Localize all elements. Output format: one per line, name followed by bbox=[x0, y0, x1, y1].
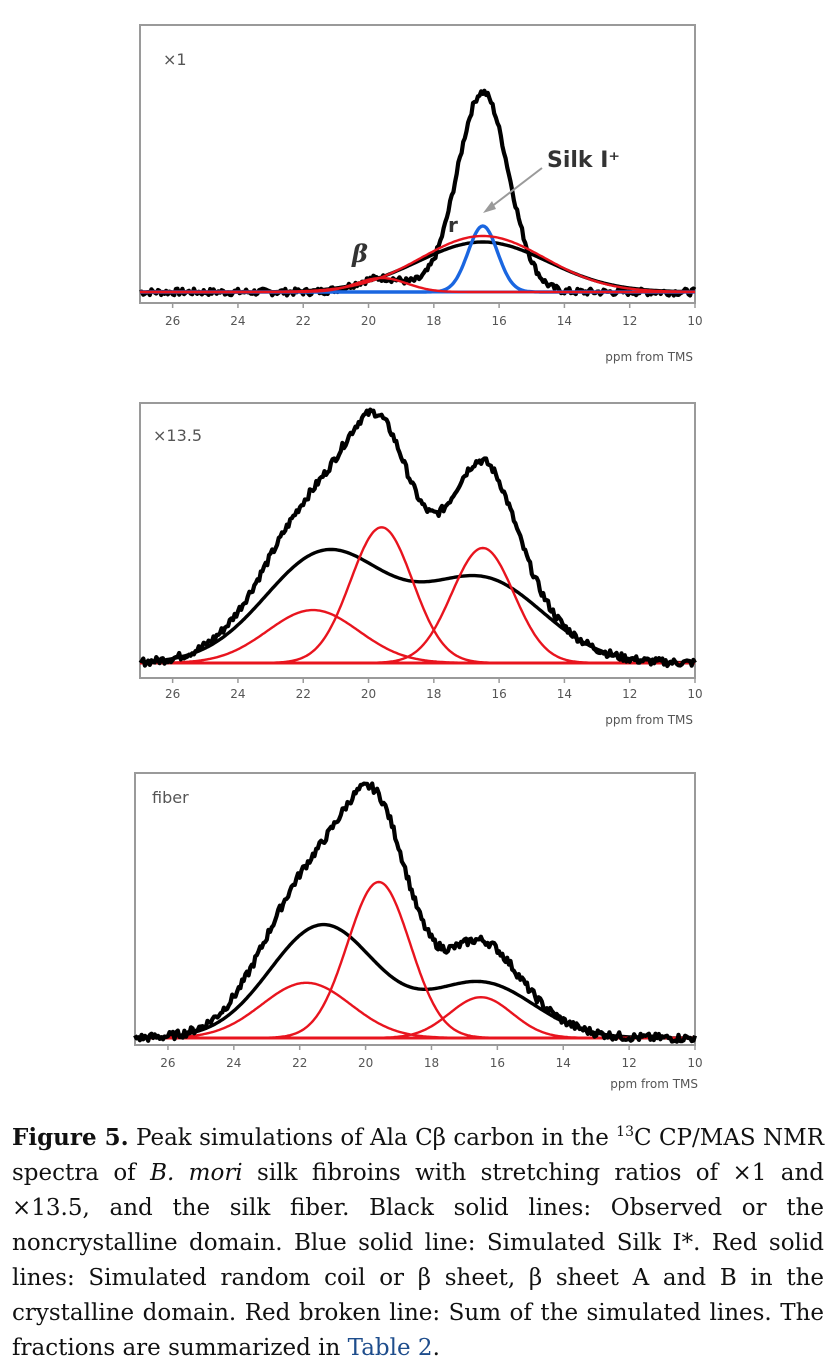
x-tick-label: 26 bbox=[165, 314, 180, 328]
caption-text: . bbox=[432, 1335, 440, 1361]
series-line-noncrystalline bbox=[134, 922, 696, 1040]
annotation-silk-i: Silk Ⅰ⁺ bbox=[547, 148, 620, 173]
panel-label: fiber bbox=[152, 788, 189, 807]
x-tick-label: 24 bbox=[230, 314, 245, 328]
x-tick-label: 26 bbox=[165, 687, 180, 701]
plot-frame bbox=[134, 772, 696, 1046]
x-tick-label: 12 bbox=[621, 1056, 636, 1070]
x-tick-label: 14 bbox=[557, 687, 572, 701]
x-tick-label: 14 bbox=[557, 314, 572, 328]
plot-frame bbox=[139, 402, 696, 679]
x-tick-label: 20 bbox=[358, 1056, 373, 1070]
curves-group bbox=[139, 88, 697, 298]
x-tick-label: 10 bbox=[687, 1056, 702, 1070]
series-line-random-coil bbox=[135, 996, 695, 1040]
series-line-beta-sheet bbox=[140, 276, 695, 294]
x-axis-label: ppm from TMS bbox=[605, 350, 693, 364]
plot-frame bbox=[139, 24, 696, 304]
x-axis-label: ppm from TMS bbox=[610, 1077, 698, 1091]
x-axis-ticks: 26 24 22 20 18 16 14 12 10 bbox=[165, 303, 703, 328]
annotation-beta: β bbox=[351, 239, 368, 268]
x-tick-label: 12 bbox=[622, 687, 637, 701]
spectrum-chart-x13-5: ×13.5 26 24 22 20 18 16 14 12 10 ppm from TMS bbox=[138, 402, 703, 727]
x-axis-ticks: 26 24 22 20 18 16 14 12 10 bbox=[160, 1045, 703, 1070]
series-line-random-coil bbox=[140, 546, 695, 665]
x-axis-ticks: 26 24 22 20 18 16 14 12 10 bbox=[165, 678, 703, 701]
panel-label: ×1 bbox=[163, 50, 187, 69]
series-line-observed bbox=[139, 88, 697, 298]
x-tick-label: 20 bbox=[361, 687, 376, 701]
curves-group bbox=[133, 781, 698, 1044]
x-tick-label: 22 bbox=[296, 314, 311, 328]
caption-superscript: 13 bbox=[616, 1124, 634, 1140]
series-line-noncrystalline bbox=[139, 547, 696, 665]
caption-text: C CP/MAS NMR spectra of bbox=[12, 1125, 825, 1186]
spectrum-panel-fiber: fiber 26 24 22 20 18 16 14 12 10 ppm from TMS bbox=[130, 770, 715, 1095]
x-tick-label: 26 bbox=[160, 1056, 175, 1070]
x-tick-label: 24 bbox=[226, 1056, 241, 1070]
series-line-beta-sheet-b bbox=[140, 526, 695, 665]
annotation-arrow-line bbox=[486, 167, 543, 211]
x-tick-label: 18 bbox=[426, 687, 441, 701]
x-tick-label: 18 bbox=[424, 1056, 439, 1070]
caption-text: Peak simulations of Ala Cβ carbon in the bbox=[128, 1125, 617, 1151]
x-tick-label: 22 bbox=[296, 687, 311, 701]
spectrum-chart-x1: ×1 26 24 22 20 18 16 14 12 10 ppm from TMS β r S… bbox=[139, 24, 703, 364]
x-tick-label: 22 bbox=[292, 1056, 307, 1070]
panel-label: ×13.5 bbox=[153, 426, 202, 445]
series-line-observed bbox=[133, 781, 698, 1044]
series-line-observed bbox=[138, 407, 697, 669]
curves-group bbox=[138, 407, 697, 669]
x-tick-label: 16 bbox=[491, 314, 506, 328]
annotation-arrowhead bbox=[483, 201, 496, 213]
x-tick-label: 16 bbox=[490, 1056, 505, 1070]
figure-number: Figure 5. bbox=[12, 1124, 129, 1151]
x-tick-label: 18 bbox=[426, 314, 441, 328]
spectrum-panel-x1: ×1 26 24 22 20 18 16 14 12 10 ppm from TMS β r S… bbox=[135, 20, 715, 370]
caption-text: silk fibroins with stretching ratios of … bbox=[12, 1160, 825, 1361]
x-tick-label: 16 bbox=[491, 687, 506, 701]
x-tick-label: 24 bbox=[230, 687, 245, 701]
x-tick-label: 10 bbox=[687, 687, 702, 701]
series-line-beta-sheet-a bbox=[135, 981, 695, 1040]
x-tick-label: 20 bbox=[361, 314, 376, 328]
table-link[interactable]: Table 2 bbox=[347, 1335, 433, 1361]
x-tick-label: 10 bbox=[687, 314, 702, 328]
x-tick-label: 14 bbox=[556, 1056, 571, 1070]
caption-species: B. mori bbox=[150, 1160, 243, 1186]
annotation-r: r bbox=[448, 213, 458, 237]
figure-caption: Figure 5. Peak simulations of Ala Cβ car… bbox=[12, 1120, 824, 1366]
x-axis-label: ppm from TMS bbox=[605, 713, 693, 727]
spectrum-panel-x13-5: ×13.5 26 24 22 20 18 16 14 12 10 ppm from TMS bbox=[135, 398, 715, 738]
x-tick-label: 12 bbox=[622, 314, 637, 328]
spectrum-chart-fiber: fiber 26 24 22 20 18 16 14 12 10 ppm from TMS bbox=[133, 772, 703, 1091]
